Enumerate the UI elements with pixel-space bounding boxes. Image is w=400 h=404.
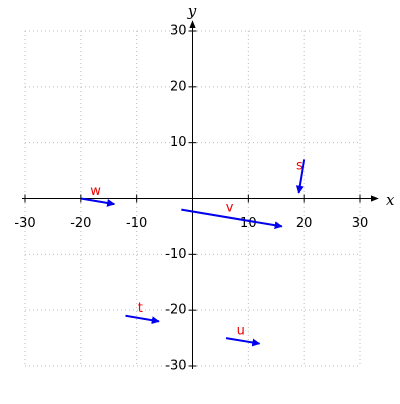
x-tick-label: 30 (352, 216, 369, 231)
y-axis-label: y (187, 2, 197, 20)
y-tick-label: 30 (170, 24, 187, 39)
vector-arrow (181, 208, 283, 230)
vector-arrow (295, 159, 306, 194)
y-tick-label: -10 (165, 247, 186, 262)
x-tick-label: 10 (240, 216, 257, 231)
vector-label: w (90, 184, 101, 199)
y-tick-label: 10 (170, 135, 187, 150)
vector-label: s (296, 159, 303, 174)
x-axis-label: x (386, 191, 395, 209)
x-tick-label: 20 (296, 216, 313, 231)
vector-label: t (138, 301, 143, 316)
y-tick-label: -30 (165, 359, 186, 374)
vector-arrow (125, 314, 160, 325)
vector-label: u (237, 323, 245, 338)
x-tick-label: -20 (70, 216, 91, 231)
vector-label: v (226, 201, 234, 216)
x-tick-label: -10 (126, 216, 147, 231)
y-tick-label: -20 (165, 303, 186, 318)
y-tick-label: 20 (170, 79, 187, 94)
vector-arrow (225, 337, 261, 347)
vector-arrow (80, 197, 116, 207)
x-tick-label: -30 (14, 216, 35, 231)
